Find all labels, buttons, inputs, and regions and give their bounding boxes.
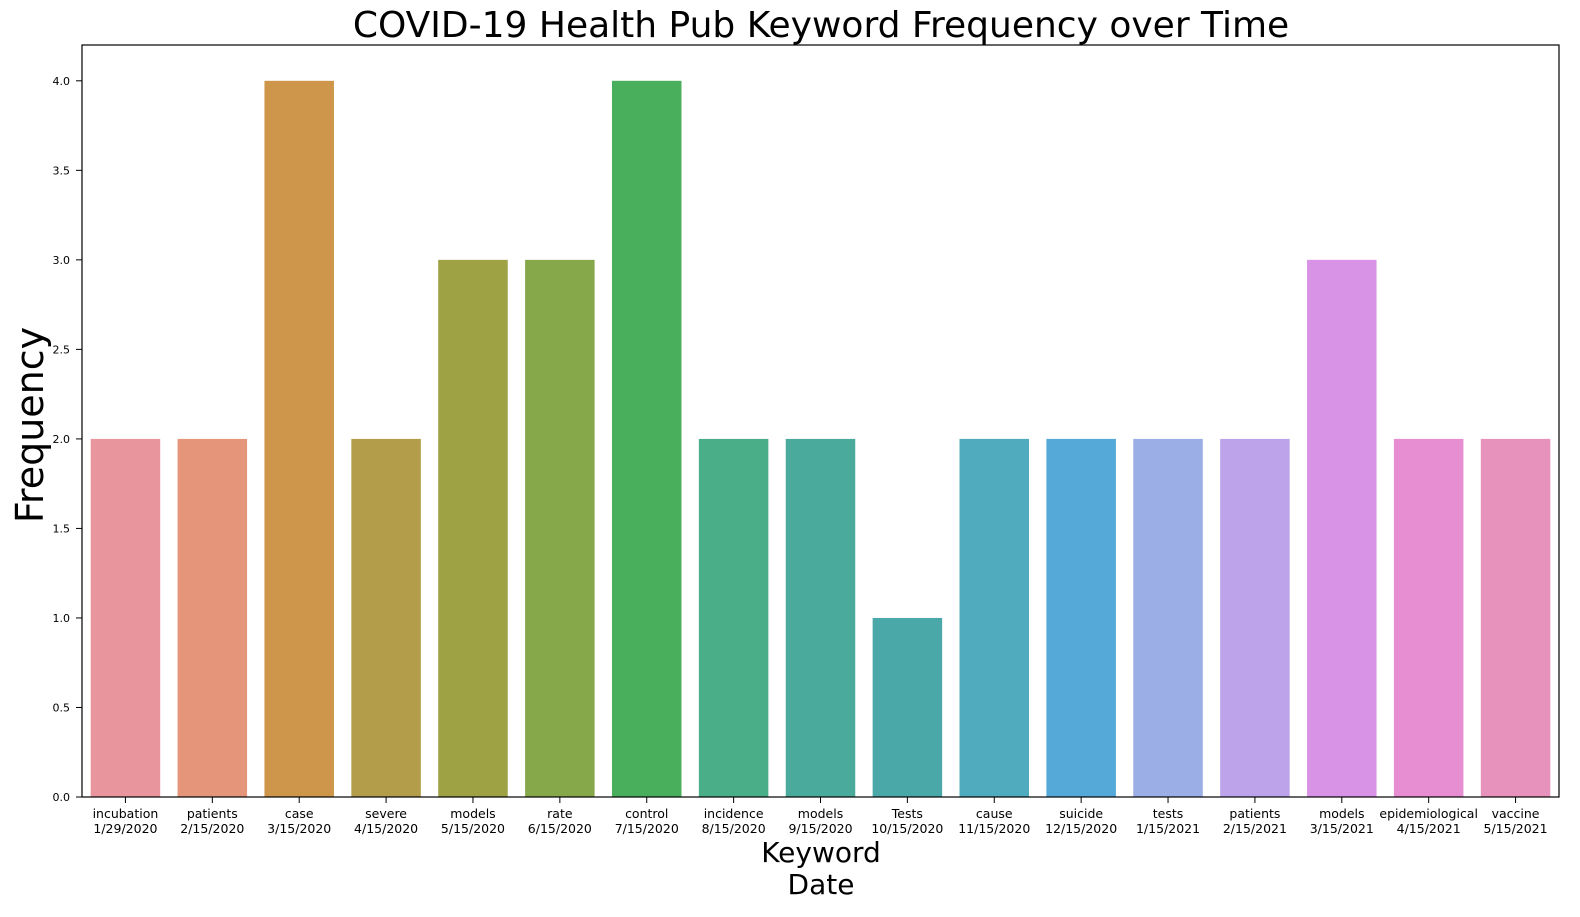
x-tick-keyword: cause <box>976 806 1013 821</box>
x-tick-keyword: tests <box>1153 806 1184 821</box>
y-tick-label: 3.5 <box>53 164 71 177</box>
chart-title: COVID-19 Health Pub Keyword Frequency ov… <box>353 5 1289 46</box>
x-tick-keyword: suicide <box>1059 806 1103 821</box>
x-tick-keyword: models <box>798 806 843 821</box>
x-tick-date: 2/15/2021 <box>1223 821 1287 836</box>
bar <box>90 438 161 797</box>
y-tick-label: 3.0 <box>53 254 71 267</box>
bar <box>872 617 943 797</box>
x-tick-keyword: epidemiological <box>1379 806 1478 821</box>
plot-area: 0.0 0.5 1.0 1.5 2.0 2.5 3.0 3.5 4.0 incubation1/2… <box>53 75 1551 836</box>
x-tick-keyword: incubation <box>93 806 159 821</box>
bar <box>785 438 856 797</box>
x-tick-date: 5/15/2020 <box>441 821 505 836</box>
bar <box>351 438 421 797</box>
y-tick-label: 2.5 <box>53 343 71 356</box>
bar <box>1480 438 1551 797</box>
bar <box>1393 438 1464 797</box>
bar <box>959 438 1030 797</box>
x-tick-date: 2/15/2020 <box>180 821 244 836</box>
x-tick-keyword: control <box>625 806 668 821</box>
x-tick-date: 10/15/2020 <box>871 821 943 836</box>
x-tick-date: 1/15/2021 <box>1136 821 1200 836</box>
x-tick-date: 11/15/2020 <box>958 821 1030 836</box>
y-tick-label: 0.5 <box>53 701 71 714</box>
y-tick-label: 0.0 <box>53 791 71 804</box>
x-tick-date: 8/15/2020 <box>702 821 766 836</box>
bar <box>1307 259 1377 797</box>
x-axis-label-line2: Date <box>788 868 855 901</box>
x-tick-keyword: Tests <box>891 806 923 821</box>
x-tick-keyword: models <box>1319 806 1364 821</box>
y-tick-label: 2.0 <box>53 433 71 446</box>
x-tick-keyword: rate <box>547 806 573 821</box>
x-tick-keyword: patients <box>187 806 238 821</box>
bar <box>1046 438 1116 797</box>
x-tick-date: 3/15/2021 <box>1310 821 1374 836</box>
bar <box>438 259 508 797</box>
x-tick-date: 4/15/2020 <box>354 821 418 836</box>
x-axis-label: Keyword <box>761 836 881 869</box>
bar <box>177 438 248 797</box>
x-tick-date: 4/15/2021 <box>1397 821 1461 836</box>
x-tick-keyword: models <box>450 806 495 821</box>
x-tick-keyword: severe <box>365 806 407 821</box>
y-tick-label: 1.0 <box>53 612 71 625</box>
x-tick-keyword: case <box>285 806 314 821</box>
x-tick-date: 7/15/2020 <box>615 821 679 836</box>
x-tick-keyword: vaccine <box>1492 806 1540 821</box>
bar <box>1220 438 1290 797</box>
y-tick-label: 1.5 <box>53 522 71 535</box>
y-tick-label: 4.0 <box>53 75 71 88</box>
bar <box>525 259 595 797</box>
axes-frame <box>81 44 1560 798</box>
x-tick-date: 9/15/2020 <box>788 821 852 836</box>
bar <box>1133 438 1203 797</box>
x-tick-keyword: incidence <box>704 806 764 821</box>
bar <box>698 438 769 797</box>
x-tick-date: 5/15/2021 <box>1484 821 1548 836</box>
x-tick-date: 1/29/2020 <box>93 821 157 836</box>
x-tick-keyword: patients <box>1229 806 1280 821</box>
x-tick-date: 6/15/2020 <box>528 821 592 836</box>
bar <box>611 80 682 798</box>
y-axis-label: Frequency <box>8 327 52 523</box>
x-tick-date: 3/15/2020 <box>267 821 331 836</box>
x-tick-date: 12/15/2020 <box>1045 821 1117 836</box>
bar <box>264 80 334 798</box>
